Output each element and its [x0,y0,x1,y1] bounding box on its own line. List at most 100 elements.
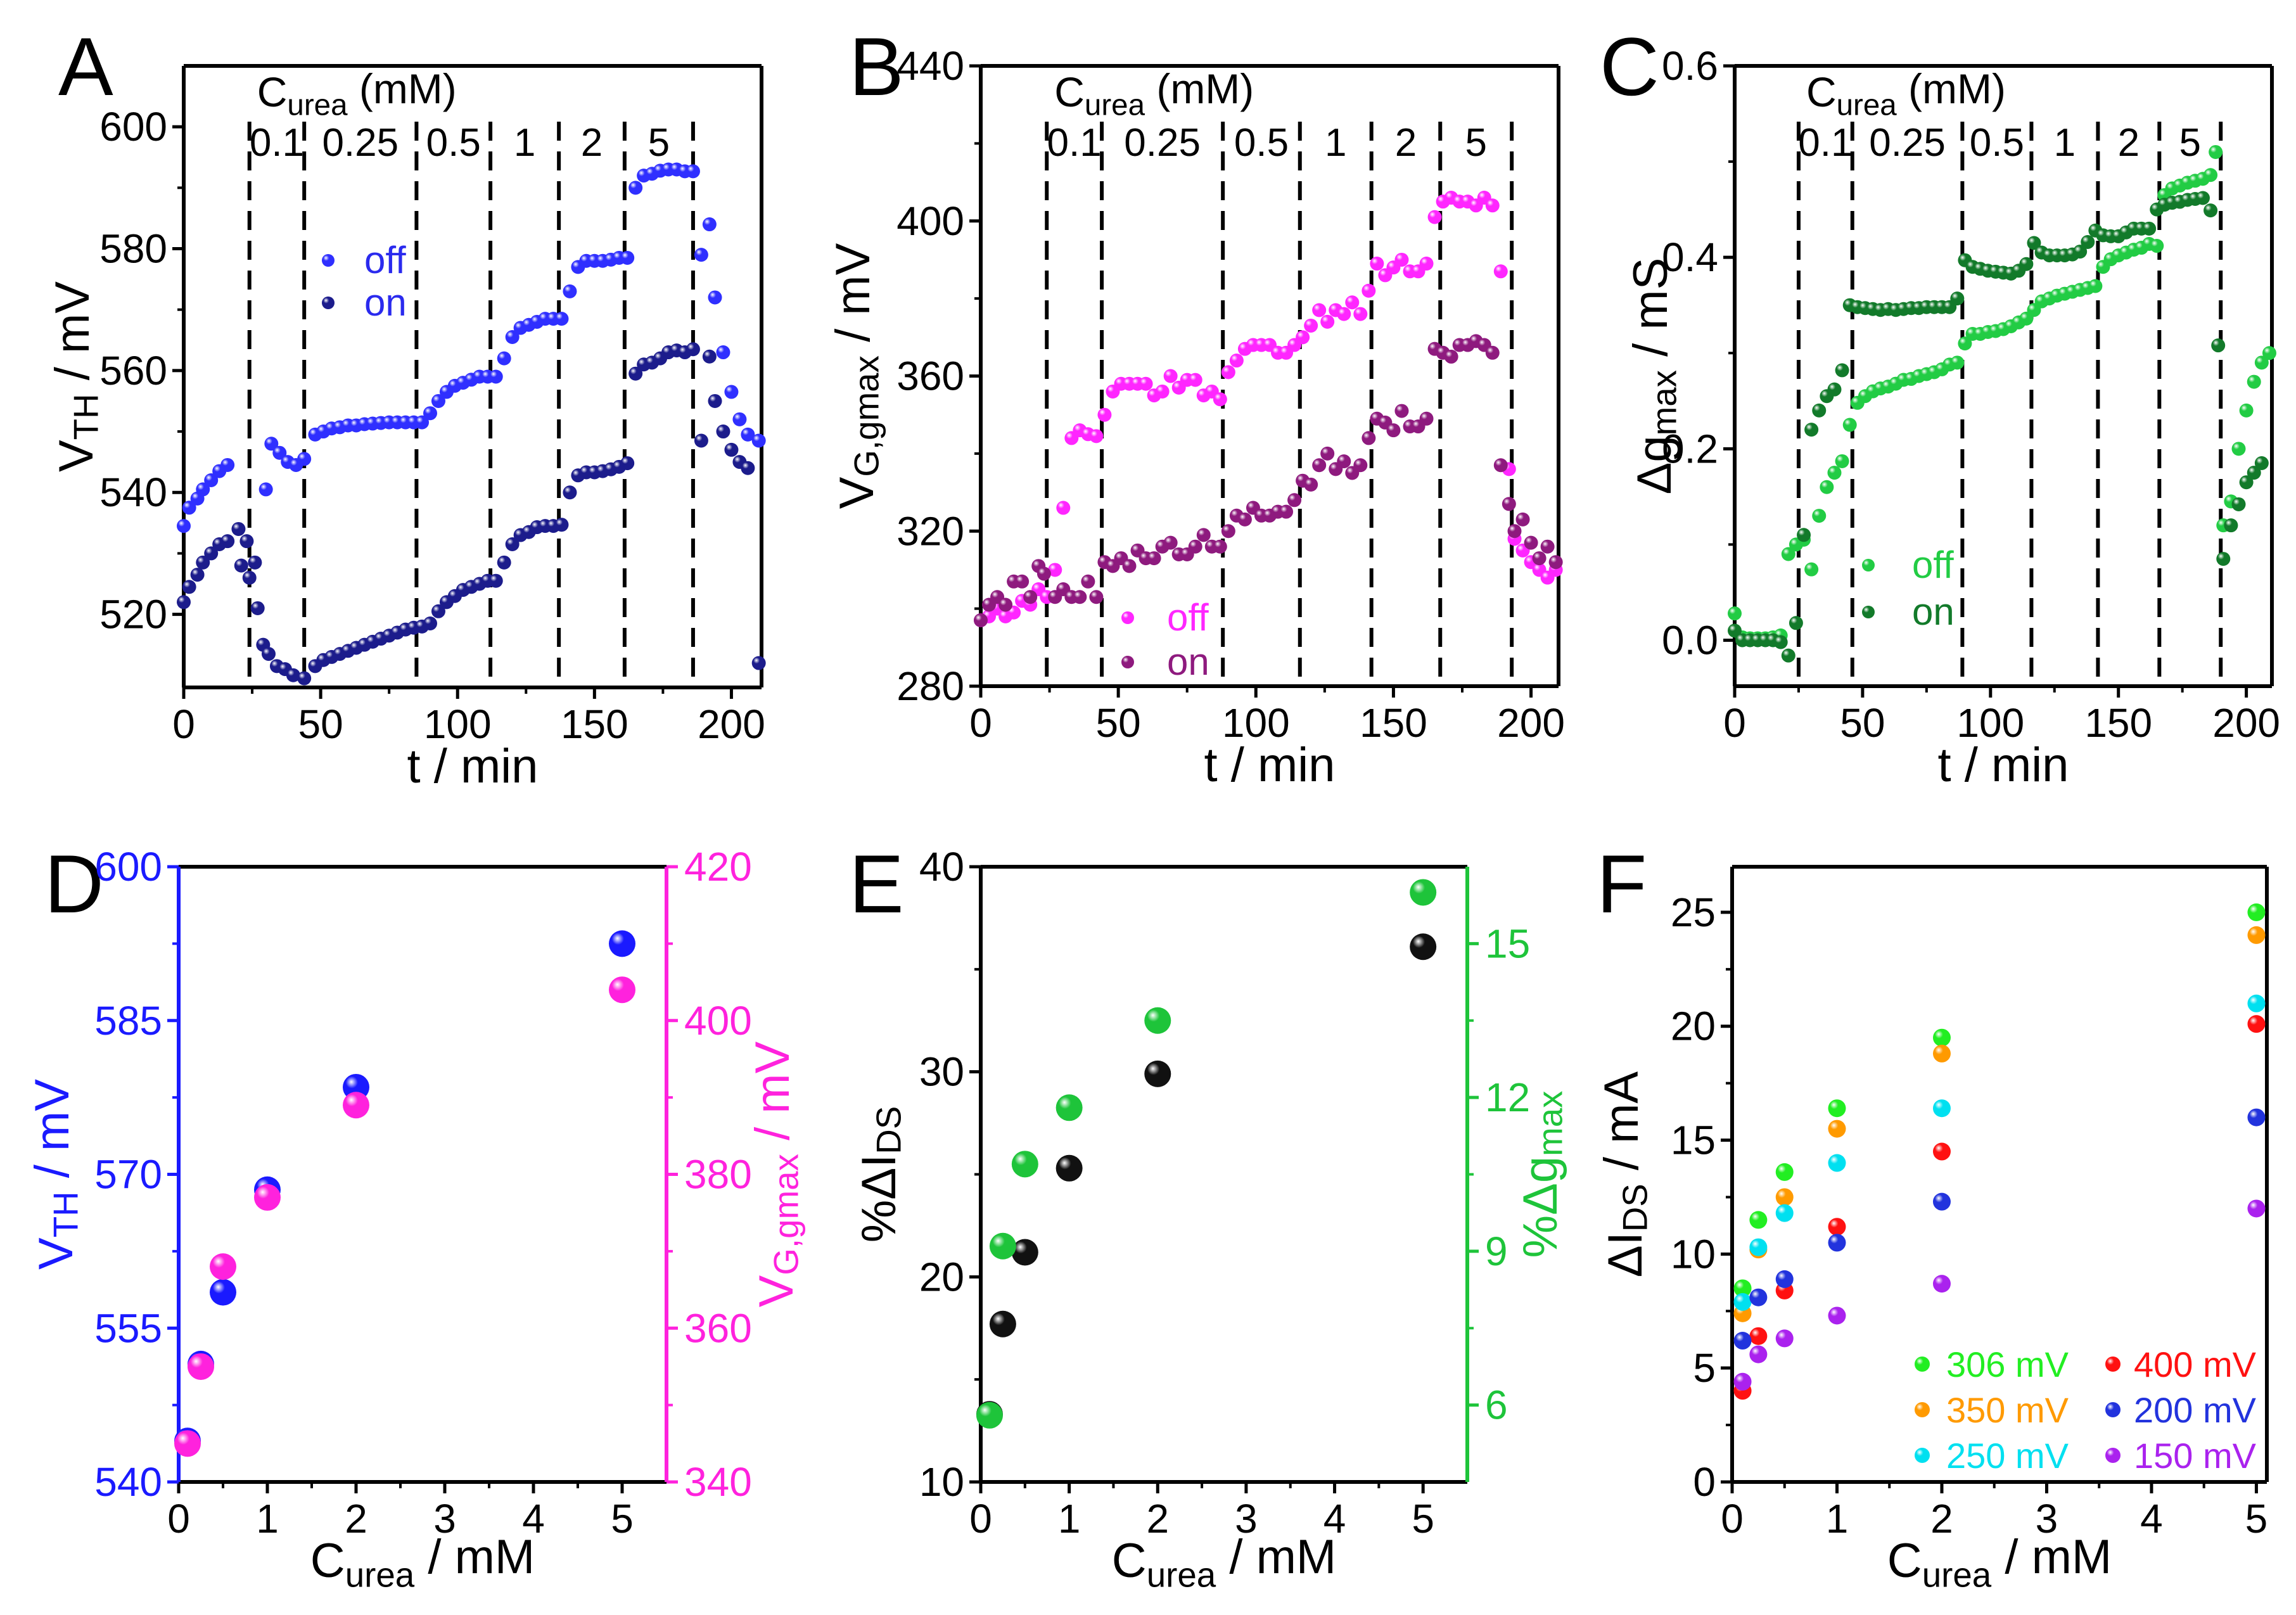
data-point [2247,903,2266,921]
y-axis-title-subscript: TH [66,393,105,440]
data-point [694,433,708,448]
data-point [204,546,219,561]
legend-marker [2105,1356,2121,1372]
y-right-tick-label: 380 [684,1152,752,1197]
x-tick-label: 3 [1235,1496,1258,1542]
legend-label: 200 mV [2134,1390,2257,1430]
data-point [1427,210,1442,224]
x-tick-label: 1 [256,1496,279,1542]
concentration-title-base: C [1054,68,1085,115]
data-point [231,521,246,536]
x-tick-label: 1 [1826,1496,1849,1542]
data-point [2209,144,2223,159]
data-point [708,393,722,408]
data-point [2150,239,2164,253]
y-axis-title: ΔIDS / mA [1595,1071,1655,1278]
data-point [1011,1239,1038,1266]
data-point [1138,376,1153,391]
concentration-title-unit: (mM) [348,65,457,112]
x-tick-label: 200 [698,701,765,747]
data-point [1827,382,1842,397]
data-point [1213,539,1227,554]
data-point [628,366,643,381]
y-axis-title-unit: / mA [1595,1071,1649,1184]
y-right-axis-title-subscript: max [1530,1091,1569,1156]
y-tick-label: 25 [1671,890,1716,935]
data-point [1353,458,1368,473]
concentration-label: 0.1 [1798,121,1853,165]
data-point [1828,1154,1846,1172]
x-tick-label: 1 [1058,1496,1081,1542]
data-point [250,601,265,615]
data-point [1089,590,1104,604]
data-point [1812,403,1827,418]
data-point [1733,1372,1752,1391]
y-tick-label: 570 [94,1152,162,1197]
data-point [2224,518,2238,533]
data-point [297,452,312,466]
data-point [220,534,235,549]
data-point [415,415,430,430]
data-point [1073,590,1087,604]
y-axis-title-base: V [29,1237,83,1270]
concentration-title-base: C [257,68,288,115]
concentration-label: 5 [648,121,670,165]
data-point [1279,504,1294,519]
data-point [1502,497,1516,511]
data-point [1011,1151,1038,1178]
data-point [741,461,755,475]
x-tick-label: 4 [522,1496,545,1542]
data-point [732,412,747,426]
legend-marker [322,297,335,309]
y-right-tick-label: 340 [684,1459,752,1505]
x-axis-title-base: C [1887,1534,1922,1588]
data-point [505,537,520,551]
legend-marker [1862,606,1875,618]
data-point [1749,1238,1768,1256]
x-axis-title-unit: / mM [1991,1530,2112,1584]
x-tick-label: 50 [1096,700,1141,746]
data-point [2073,245,2088,259]
data-point [1089,429,1104,444]
data-point [488,573,503,588]
data-point [1781,648,1795,663]
data-point [1932,1192,1951,1211]
data-point [702,349,717,364]
x-axis-title-base: C [1112,1534,1147,1588]
concentration-label: 1 [1325,121,1346,165]
data-point [1015,574,1030,589]
data-point [1932,1099,1951,1118]
data-point [204,473,219,487]
data-point [563,485,577,500]
data-point [1950,355,1965,370]
y-axis-title: VG,gmax / mV [826,243,886,509]
data-point [1548,555,1563,570]
data-point [1507,524,1522,539]
concentration-label: 0.25 [322,121,399,165]
legend-label: on [1167,641,1209,683]
concentration-label: 0.5 [1234,121,1289,165]
x-axis-title: Curea / mM [1887,1530,2112,1594]
data-point [220,457,235,472]
y-right-axis-title-unit: / mV [746,1041,800,1154]
data-point [1147,551,1161,566]
data-point [2239,475,2254,490]
data-point [976,1401,1003,1429]
y-right-axis-title: %Δgmax [1514,1091,1570,1258]
data-point [1828,1218,1846,1236]
data-point [1056,1154,1083,1182]
concentration-label: 0.1 [250,121,304,165]
data-point [1789,616,1803,630]
data-point [1775,1188,1794,1206]
data-point [1804,423,1819,437]
x-axis-title-base: t / min [1938,738,2069,792]
data-point [196,482,210,497]
y-axis-title-unit: / mV [25,1079,79,1192]
data-point [254,1184,281,1211]
data-point [1320,446,1335,461]
data-point [1540,539,1555,554]
data-point [1932,1044,1951,1063]
data-point [2027,236,2041,250]
x-tick-label: 150 [1360,700,1427,746]
concentration-label: 1 [2054,121,2076,165]
